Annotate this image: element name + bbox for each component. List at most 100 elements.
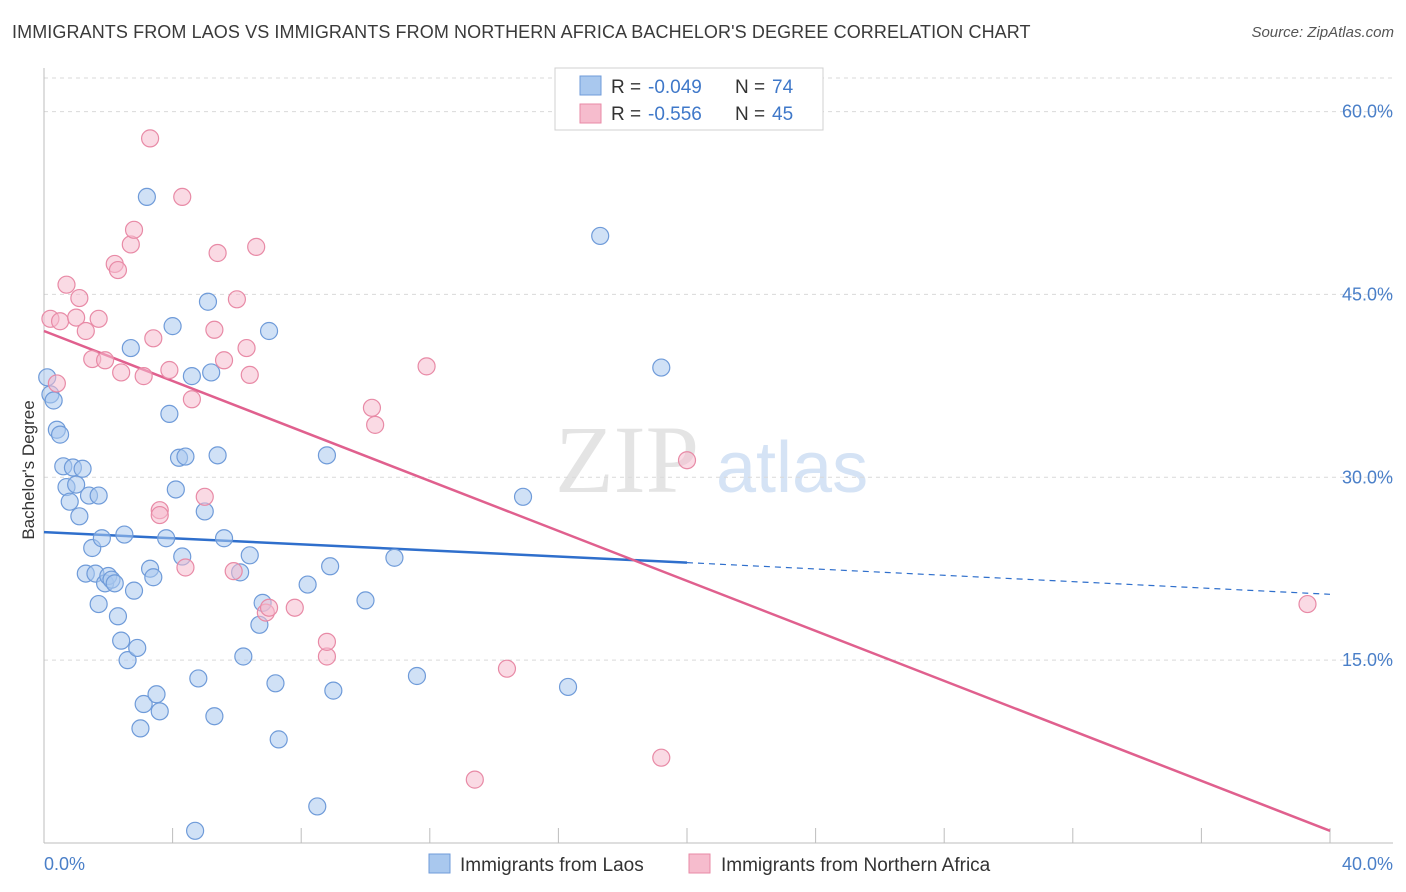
laos-point xyxy=(189,669,208,688)
nafr-point xyxy=(362,398,382,417)
stats-nafr-n-value: 45 xyxy=(772,104,793,125)
nafr-point xyxy=(140,129,160,148)
laos-trendline-extrapolated xyxy=(686,562,1331,595)
laos-point xyxy=(160,404,179,423)
laos-point xyxy=(652,358,671,377)
laos-point xyxy=(321,557,340,576)
tick-labels: 15.0% 30.0% 45.0% 60.0% 0.0% 40.0% xyxy=(44,102,1393,874)
laos-point xyxy=(105,574,124,593)
nafr-point xyxy=(89,309,108,328)
stats-laos-swatch xyxy=(579,75,602,96)
laos-point xyxy=(298,575,317,594)
y-tick-label: 15.0% xyxy=(1342,650,1393,670)
laos-point xyxy=(198,292,218,311)
laos-point xyxy=(112,631,131,650)
nafr-point xyxy=(108,260,128,280)
laos-point xyxy=(150,702,169,721)
laos-point xyxy=(324,681,343,700)
nafr-point xyxy=(176,558,195,577)
nafr-point xyxy=(366,415,385,434)
x-tick-label-max: 40.0% xyxy=(1342,854,1393,874)
laos-point xyxy=(89,594,108,614)
trendlines xyxy=(43,329,1331,832)
nafr-point xyxy=(247,237,266,256)
laos-point xyxy=(266,674,285,693)
laos-point xyxy=(60,492,79,511)
nafr-point xyxy=(195,487,214,506)
laos-point xyxy=(108,607,128,626)
laos-point xyxy=(385,548,404,567)
nafr-point xyxy=(70,288,89,308)
laos-point xyxy=(356,591,375,610)
laos-point xyxy=(44,391,63,410)
laos-point xyxy=(317,446,337,465)
nafr-point xyxy=(285,598,304,617)
laos-point xyxy=(121,338,140,358)
legend-nafr-label: Immigrants from Northern Africa xyxy=(721,855,991,876)
data-points xyxy=(38,129,1317,840)
laos-point xyxy=(92,529,111,548)
y-tick-label: 60.0% xyxy=(1342,102,1393,122)
series-legend: Immigrants from Laos Immigrants from Nor… xyxy=(428,853,991,876)
laos-point xyxy=(124,581,144,600)
laos-point xyxy=(131,719,150,738)
watermark-atlas: atlas xyxy=(716,428,868,508)
laos-point xyxy=(118,651,137,670)
nafr-trendline xyxy=(43,329,1331,832)
stats-laos-r-label: R = xyxy=(611,77,641,98)
y-tick-label: 45.0% xyxy=(1342,284,1393,304)
stats-nafr-swatch xyxy=(579,103,602,124)
nafr-point xyxy=(465,770,484,789)
laos-point xyxy=(137,187,156,207)
nafr-point xyxy=(417,357,436,376)
stats-laos-r-value: -0.049 xyxy=(648,77,702,98)
laos-trendline xyxy=(43,530,688,564)
stats-laos-n-label: N = xyxy=(735,77,765,98)
nafr-point xyxy=(160,360,179,380)
nafr-point xyxy=(144,329,163,348)
laos-point xyxy=(89,486,108,505)
nafr-point xyxy=(237,338,256,358)
stats-legend: R = -0.049 N = 74 R = -0.556 N = 45 xyxy=(554,67,824,131)
laos-point xyxy=(513,487,533,506)
stats-nafr-r-value: -0.556 xyxy=(648,104,702,125)
laos-point xyxy=(558,677,578,697)
laos-point xyxy=(67,475,86,494)
legend-nafr-swatch xyxy=(688,853,711,874)
y-tick-label: 30.0% xyxy=(1342,467,1393,487)
nafr-point xyxy=(57,275,76,294)
nafr-point xyxy=(205,320,224,339)
laos-point xyxy=(73,459,92,478)
laos-point xyxy=(134,694,153,714)
nafr-point xyxy=(150,505,169,525)
laos-point xyxy=(182,367,201,386)
laos-point xyxy=(176,447,195,466)
legend-laos-label: Immigrants from Laos xyxy=(460,855,644,876)
x-tick-label-min: 0.0% xyxy=(44,854,85,874)
nafr-point xyxy=(224,562,243,581)
laos-point xyxy=(234,647,253,666)
nafr-point xyxy=(47,374,66,393)
laos-point xyxy=(186,821,205,840)
nafr-point xyxy=(76,321,95,341)
nafr-point xyxy=(652,748,671,767)
nafr-point xyxy=(182,390,201,409)
laos-point xyxy=(115,525,134,544)
stats-laos-n-value: 74 xyxy=(772,77,794,98)
source-label: Source: ZipAtlas.com xyxy=(1251,24,1394,41)
laos-point xyxy=(157,529,176,548)
stats-nafr-n-label: N = xyxy=(735,104,765,125)
laos-point xyxy=(205,707,224,726)
watermark-zip: ZIP xyxy=(555,406,699,513)
laos-point xyxy=(144,568,163,587)
nafr-point xyxy=(227,290,246,309)
y-axis-title: Bachelor's Degree xyxy=(19,400,38,539)
nafr-point xyxy=(124,220,144,239)
nafr-point xyxy=(1298,594,1317,614)
nafr-point xyxy=(67,308,86,327)
nafr-point xyxy=(134,367,153,386)
chart-title: IMMIGRANTS FROM LAOS VS IMMIGRANTS FROM … xyxy=(12,22,1031,42)
laos-point xyxy=(147,685,166,704)
nafr-point xyxy=(497,659,517,678)
laos-point xyxy=(591,226,610,246)
